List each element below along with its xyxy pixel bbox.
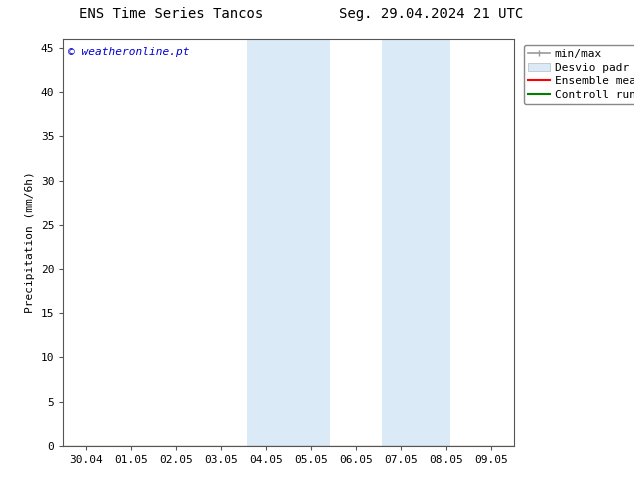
Bar bbox=[255, 39, 330, 446]
Text: ENS Time Series Tancos: ENS Time Series Tancos bbox=[79, 7, 263, 22]
Legend: min/max, Desvio padr tilde;o, Ensemble mean run, Controll run: min/max, Desvio padr tilde;o, Ensemble m… bbox=[524, 45, 634, 104]
Y-axis label: Precipitation (mm/6h): Precipitation (mm/6h) bbox=[25, 172, 36, 314]
Bar bbox=[390, 39, 450, 446]
Text: Seg. 29.04.2024 21 UTC: Seg. 29.04.2024 21 UTC bbox=[339, 7, 523, 22]
Text: © weatheronline.pt: © weatheronline.pt bbox=[68, 48, 190, 57]
Bar bbox=[382, 39, 390, 446]
Bar bbox=[247, 39, 255, 446]
